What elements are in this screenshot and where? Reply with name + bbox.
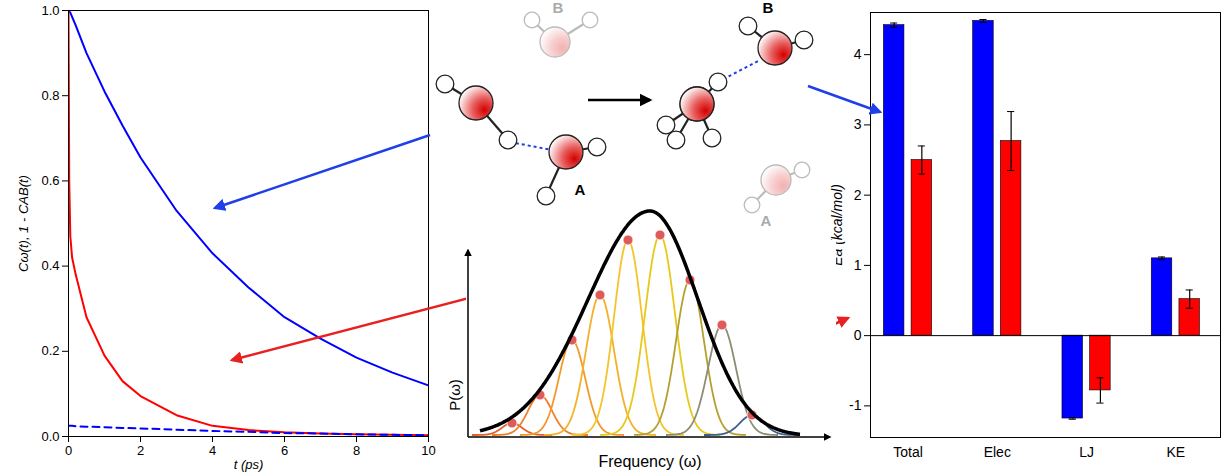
svg-text:KE: KE [1167, 444, 1186, 460]
svg-text:0: 0 [854, 327, 862, 343]
svg-text:3: 3 [854, 116, 862, 132]
svg-text:2: 2 [137, 443, 144, 458]
svg-text:10: 10 [421, 443, 435, 458]
svg-text:Elec: Elec [984, 444, 1011, 460]
svg-text:2: 2 [854, 187, 862, 203]
svg-text:Frequency (ω): Frequency (ω) [598, 453, 701, 470]
svg-text:t (ps): t (ps) [234, 457, 264, 472]
svg-text:A: A [761, 212, 772, 229]
svg-text:A: A [575, 181, 586, 198]
svg-text:Cω(t), 1 - CAB(t): Cω(t), 1 - CAB(t) [16, 175, 31, 272]
svg-text:B: B [553, 0, 564, 16]
svg-text:LJ: LJ [1079, 444, 1094, 460]
svg-text:Ea (kcal/mol): Ea (kcal/mol) [829, 184, 845, 266]
svg-text:B: B [763, 0, 774, 16]
svg-text:1.0: 1.0 [41, 3, 59, 18]
svg-text:0.8: 0.8 [41, 88, 59, 103]
svg-text:4: 4 [209, 443, 216, 458]
svg-text:0: 0 [65, 443, 72, 458]
svg-text:0.0: 0.0 [41, 429, 59, 444]
svg-text:Total: Total [893, 444, 923, 460]
svg-text:4: 4 [854, 46, 862, 62]
svg-text:6: 6 [281, 443, 288, 458]
svg-text:1: 1 [854, 257, 862, 273]
svg-text:0.6: 0.6 [41, 173, 59, 188]
svg-text:0.4: 0.4 [41, 258, 59, 273]
svg-text:-1: -1 [849, 397, 862, 413]
svg-text:P(ω): P(ω) [446, 379, 463, 411]
svg-text:0.2: 0.2 [41, 343, 59, 358]
svg-text:8: 8 [353, 443, 360, 458]
